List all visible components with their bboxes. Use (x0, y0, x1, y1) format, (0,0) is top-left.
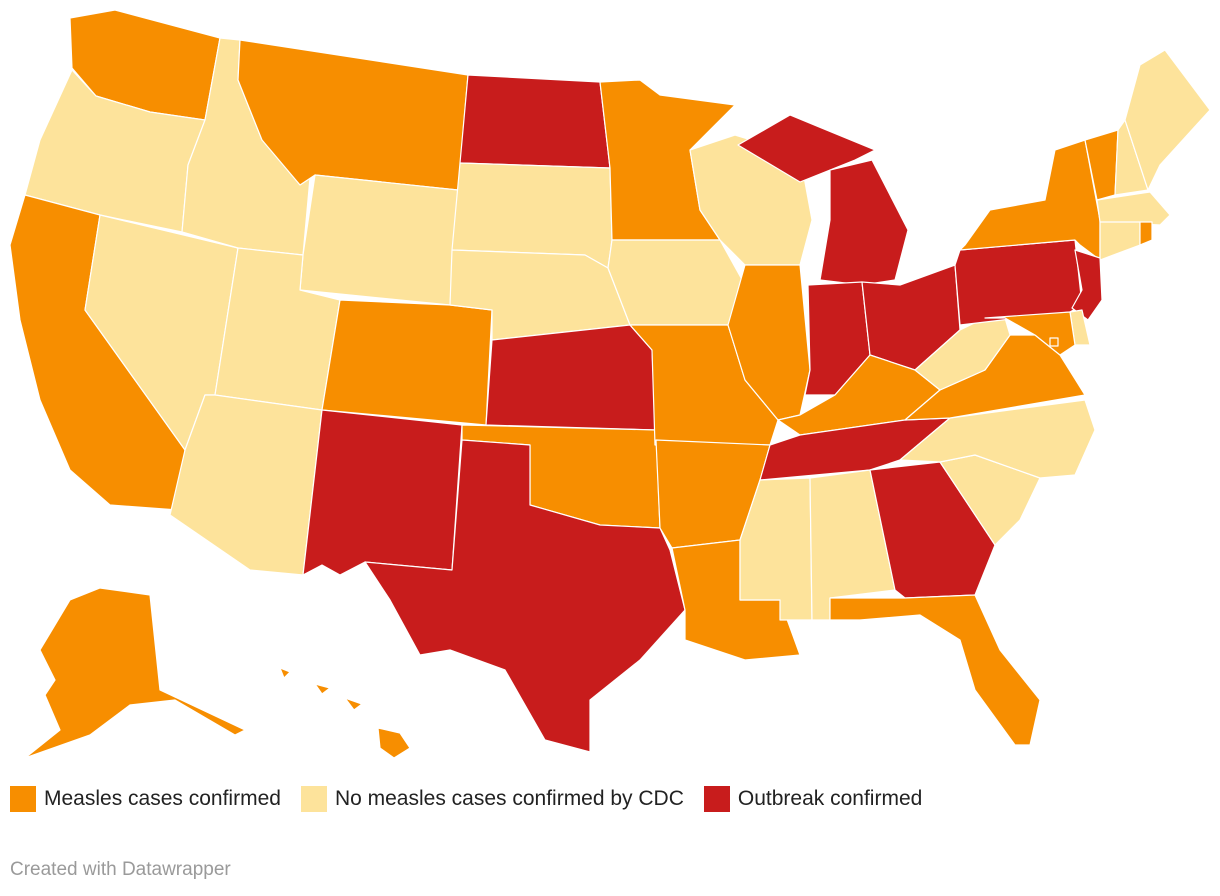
state-KS[interactable] (485, 324, 657, 431)
state-CT[interactable] (1099, 221, 1141, 261)
legend-swatch-measles (10, 786, 36, 812)
state-TX[interactable] (364, 439, 686, 753)
legend-label-none: No measles cases confirmed by CDC (334, 787, 684, 810)
state-DC[interactable] (1049, 337, 1059, 347)
legend-label-measles: Measles cases confirmed (44, 787, 281, 810)
state-FL[interactable] (829, 594, 1041, 746)
legend: Measles cases confirmed No measles cases… (10, 786, 942, 812)
legend-swatch-outbreak (703, 786, 730, 812)
state-ME[interactable] (1124, 49, 1211, 191)
state-NM[interactable] (302, 409, 463, 576)
state-HI[interactable] (279, 667, 411, 759)
legend-label-outbreak: Outbreak confirmed (737, 787, 923, 810)
state-NJ[interactable] (1071, 249, 1103, 321)
state-NC[interactable] (899, 399, 1096, 479)
legend-item-none: No measles cases confirmed by CDC (300, 786, 684, 812)
credit-text[interactable]: Created with Datawrapper (10, 859, 231, 880)
state-CO[interactable] (321, 299, 493, 426)
state-ND[interactable] (459, 74, 611, 169)
state-RI[interactable] (1139, 221, 1153, 246)
state-IA[interactable] (607, 239, 746, 326)
state-MI[interactable] (737, 114, 909, 286)
legend-item-measles: Measles cases confirmed (10, 786, 281, 812)
legend-swatch-none (300, 786, 327, 812)
state-WV[interactable] (914, 317, 1011, 391)
us-states-map (9, 9, 1211, 759)
state-MA[interactable] (1096, 191, 1171, 226)
state-NY[interactable] (959, 139, 1101, 261)
legend-item-outbreak: Outbreak confirmed (703, 786, 923, 812)
state-WY[interactable] (299, 174, 459, 306)
state-AK[interactable] (24, 587, 246, 759)
